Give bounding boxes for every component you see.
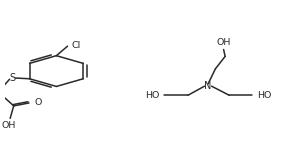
Text: OH: OH (2, 121, 16, 130)
Text: HO: HO (257, 91, 271, 100)
Text: N: N (204, 81, 212, 91)
Text: OH: OH (216, 38, 231, 47)
Text: O: O (34, 98, 41, 107)
Text: Cl: Cl (71, 41, 80, 50)
Text: HO: HO (145, 91, 159, 100)
Text: S: S (10, 73, 16, 83)
